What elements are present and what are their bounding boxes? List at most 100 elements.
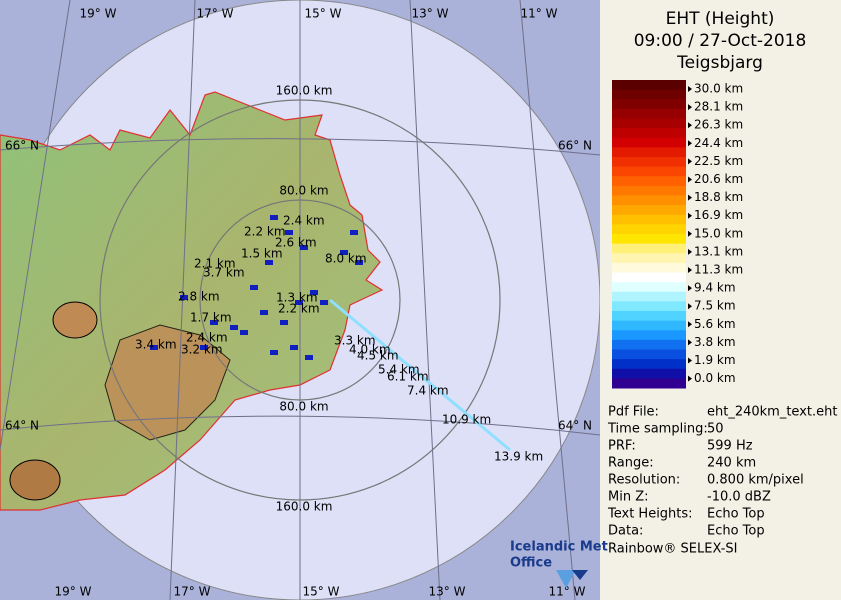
legend-tick — [688, 303, 692, 310]
info-label: Pdf File: — [608, 405, 659, 420]
legend-swatch — [612, 224, 686, 235]
legend-label: 1.9 km — [694, 353, 736, 367]
legend-swatch — [612, 214, 686, 225]
echo-pixel — [305, 355, 313, 360]
legend-swatch — [612, 176, 686, 187]
longitude-label: 17° W — [174, 585, 211, 599]
legend-label: 30.0 km — [694, 82, 743, 96]
echo-pixel — [285, 230, 293, 235]
longitude-label: 11° W — [549, 585, 586, 599]
legend-swatch — [612, 330, 686, 341]
longitude-label: 19° W — [55, 585, 92, 599]
echo-pixel — [150, 345, 158, 350]
echo-top-label: 2.1 km — [194, 257, 236, 271]
legend-swatch — [612, 262, 686, 273]
legend-tick — [688, 248, 692, 255]
meridian — [0, 0, 71, 451]
legend-swatch — [612, 99, 686, 110]
echo-top-label: 2.4 km — [283, 214, 325, 228]
echo-pixel — [280, 320, 288, 325]
legend-swatch — [612, 359, 686, 370]
info-value: 50 — [707, 422, 724, 437]
legend-swatch — [612, 301, 686, 312]
latitude-label: 64° N — [558, 419, 592, 433]
echo-pixel — [230, 325, 238, 330]
info-label: Min Z: — [608, 490, 649, 505]
legend-swatch — [612, 128, 686, 139]
legend-swatch — [612, 311, 686, 322]
info-value: Echo Top — [707, 507, 765, 522]
meridian — [409, 0, 441, 600]
echo-pixel — [295, 300, 303, 305]
logo-text: Office — [510, 556, 552, 571]
panel-title: 09:00 / 27-Oct-2018 — [634, 31, 807, 51]
echo-top-label: 3.3 km — [334, 334, 376, 348]
legend-tick — [688, 375, 692, 382]
glacier — [52, 301, 98, 339]
range-label: 80.0 km — [279, 184, 328, 198]
legend-label: 16.9 km — [694, 208, 743, 222]
range-label: 160.0 km — [276, 500, 333, 514]
legend-swatch — [612, 272, 686, 283]
echo-top-label: 1.3 km — [276, 291, 318, 305]
legend-label: 26.3 km — [694, 118, 743, 132]
legend-tick — [688, 212, 692, 219]
legend-swatch — [612, 118, 686, 129]
legend-tick — [688, 122, 692, 129]
footer: Rainbow® SELEX-SI — [608, 542, 738, 557]
echo-top-label: 2.2 km — [244, 225, 286, 239]
legend-swatch — [612, 137, 686, 148]
legend-tick — [688, 267, 692, 273]
logo-icon — [572, 570, 588, 580]
logo-icon — [556, 570, 576, 588]
echo-pixel — [250, 285, 258, 290]
legend-label: 9.4 km — [694, 281, 736, 295]
echo-pixel — [180, 295, 188, 300]
legend-swatch — [612, 253, 686, 264]
longitude-label: 17° W — [197, 7, 234, 21]
panel-title: Teigsbjarg — [676, 53, 763, 73]
legend-swatch — [612, 147, 686, 158]
echo-top-label: 1.7 km — [190, 311, 232, 325]
echo-pixel — [310, 290, 318, 295]
glacier — [9, 459, 61, 501]
legend-label: 20.6 km — [694, 172, 743, 186]
echo-top-label: 4.5 km — [357, 349, 399, 363]
legend-swatch — [612, 234, 686, 245]
latitude-label: 64° N — [5, 419, 39, 433]
legend-swatch — [612, 349, 686, 360]
legend-label: 5.6 km — [694, 317, 736, 331]
legend-label: 24.4 km — [694, 136, 743, 150]
echo-top-label: 8.0 km — [325, 252, 367, 266]
legend-tick — [688, 194, 692, 201]
echo-pixel — [270, 215, 278, 220]
latitude-label: 66° N — [5, 139, 39, 153]
info-value: 240 km — [707, 456, 756, 471]
legend-label: 11.3 km — [694, 263, 743, 277]
legend-label: 22.5 km — [694, 154, 743, 168]
echo-pixel — [320, 300, 328, 305]
legend-swatch — [612, 89, 686, 100]
echo-top-label: 1.5 km — [241, 247, 283, 261]
legend-swatch — [612, 243, 686, 254]
legend-tick — [688, 104, 692, 111]
info-value: Echo Top — [707, 524, 765, 539]
legend-label: 13.1 km — [694, 244, 743, 258]
legend-tick — [688, 321, 692, 328]
legend-swatch — [612, 80, 686, 91]
iceland — [0, 91, 384, 511]
echo-pixel — [290, 345, 298, 350]
echo-top-label: 5.4 km — [378, 363, 420, 377]
longitude-label: 15° W — [303, 585, 340, 599]
info-label: PRF: — [608, 439, 636, 454]
info-label: Data: — [608, 524, 643, 539]
legend-label: 0.0 km — [694, 371, 736, 385]
echo-pixel — [210, 320, 218, 325]
echo-top-label: 2.2 km — [278, 302, 320, 316]
echo-pixel — [270, 350, 278, 355]
legend-tick — [688, 158, 692, 165]
legend-swatch — [612, 185, 686, 196]
parallel — [0, 138, 600, 156]
legend-label: 7.5 km — [694, 299, 736, 313]
